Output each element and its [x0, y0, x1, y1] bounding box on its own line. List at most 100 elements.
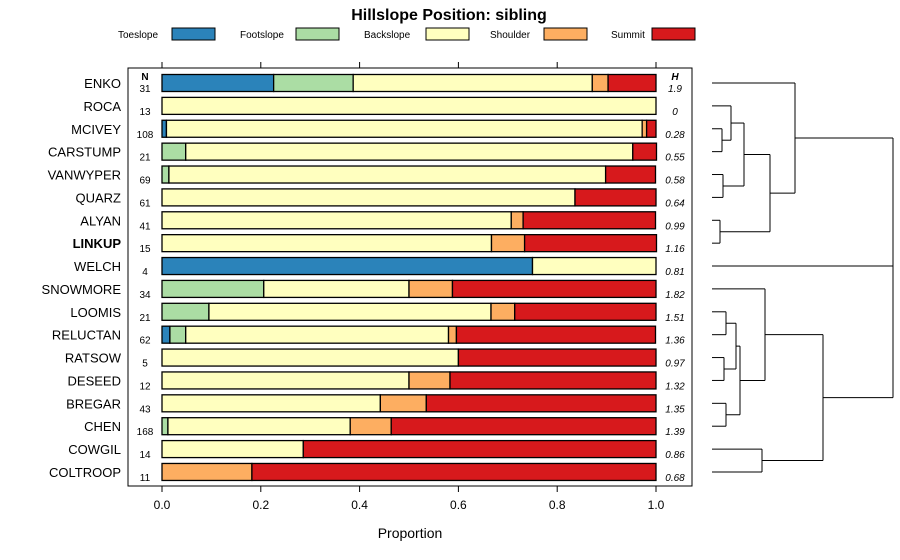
n-value-loomis: 21 [139, 313, 151, 324]
bar-segment-vanwyper-backslope [168, 165, 607, 184]
bar-segment-cowgil-summit [302, 439, 657, 459]
bar-segment-chen-summit [390, 417, 657, 436]
bar-segment-enko-backslope [352, 73, 593, 93]
x-tick-label-1: 0.2 [252, 498, 269, 512]
n-value-chen: 168 [137, 427, 154, 438]
row-label-ratsow: RATSOW [65, 351, 122, 366]
h-value-coltroop: 0.68 [665, 473, 685, 484]
bar-segment-mcivey-shoulder [641, 119, 648, 138]
bar-segment-welch-backslope [531, 256, 657, 276]
legend-label-footslope: Footslope [240, 30, 284, 41]
bar-segment-vanwyper-footslope [161, 165, 170, 184]
bar-segment-reluctan-backslope [185, 325, 450, 344]
row-label-quarz: QUARZ [76, 190, 122, 205]
bar-segment-alyan-summit [522, 211, 657, 230]
h-value-vanwyper: 0.58 [665, 176, 685, 187]
legend-swatch-shoulder [543, 27, 588, 41]
bar-segment-enko-shoulder [591, 73, 609, 93]
bar-segment-snowmore-summit [451, 279, 657, 299]
x-tick-label-3: 0.6 [450, 498, 467, 512]
h-value-welch: 0.81 [665, 267, 684, 278]
bar-segment-carstump-backslope [185, 142, 634, 161]
row-label-loomis: LOOMIS [70, 305, 121, 320]
n-value-alyan: 41 [139, 221, 151, 232]
x-axis: 0.0 0.2 0.4 0.6 0.8 1.0 [154, 486, 665, 512]
n-value-snowmore: 34 [139, 290, 151, 301]
n-value-ratsow: 5 [142, 359, 148, 370]
n-value-vanwyper: 69 [139, 176, 151, 187]
n-value-reluctan: 62 [139, 336, 151, 347]
h-value-mcivey: 0.28 [665, 130, 685, 141]
row-label-coltroop: COLTROOP [49, 465, 121, 480]
bar-segment-quarz-backslope [161, 188, 576, 207]
bar-segment-ratsow-backslope [161, 348, 460, 367]
row-label-reluctan: RELUCTAN [52, 328, 121, 343]
legend-swatch-toeslope [171, 27, 216, 41]
h-value-roca: 0 [672, 107, 678, 118]
dendrogram [712, 82, 894, 473]
h-value-chen: 1.39 [665, 427, 685, 438]
n-column-header: N [141, 72, 148, 83]
row-label-snowmore: SNOWMORE [42, 282, 122, 297]
bar-segment-linkup-shoulder [490, 234, 526, 253]
n-value-deseed: 12 [139, 381, 151, 392]
bar-segment-enko-toeslope [161, 73, 275, 93]
bar-segment-bregar-backslope [161, 394, 381, 413]
h-value-bregar: 1.35 [665, 404, 685, 415]
legend-label-shoulder: Shoulder [490, 30, 531, 41]
legend-swatch-summit [651, 27, 696, 41]
row-label-deseed: DESEED [68, 373, 121, 388]
bar-segment-alyan-backslope [161, 211, 512, 230]
bar-segment-cowgil-backslope [161, 439, 304, 459]
n-value-mcivey: 108 [137, 130, 154, 141]
h-value-enko: 1.9 [668, 84, 682, 95]
bar-segment-reluctan-shoulder [447, 325, 458, 344]
bar-segment-reluctan-summit [455, 325, 657, 344]
bar-segment-carstump-footslope [161, 142, 187, 161]
bar-segment-coltroop-shoulder [161, 462, 253, 482]
bar-segment-snowmore-shoulder [408, 279, 454, 299]
n-value-bregar: 43 [139, 404, 151, 415]
row-label-roca: ROCA [83, 99, 121, 114]
n-value-coltroop: 11 [140, 473, 151, 484]
x-tick-label-0: 0.0 [154, 498, 171, 512]
bar-segment-roca-backslope [161, 96, 657, 116]
bar-segment-snowmore-backslope [263, 279, 410, 299]
bar-segment-deseed-backslope [161, 371, 410, 390]
bar-segment-coltroop-summit [251, 462, 657, 482]
bar-segment-loomis-backslope [208, 302, 492, 321]
bar-segment-bregar-shoulder [379, 394, 427, 413]
h-value-alyan: 0.99 [665, 221, 685, 232]
n-value-enko: 31 [139, 84, 151, 95]
top-axis-ticks [161, 62, 657, 68]
bar-segment-reluctan-footslope [169, 325, 187, 344]
bar-segment-snowmore-footslope [161, 279, 265, 299]
h-value-quarz: 0.64 [665, 198, 685, 209]
h-value-carstump: 0.55 [665, 153, 685, 164]
row-label-mcivey: MCIVEY [71, 122, 121, 137]
row-label-welch: WELCH [74, 259, 121, 274]
bar-segment-loomis-footslope [161, 302, 210, 321]
row-label-vanwyper: VANWYPER [48, 168, 121, 183]
n-value-linkup: 15 [139, 244, 151, 255]
x-tick-label-4: 0.8 [549, 498, 566, 512]
legend-swatch-footslope [295, 27, 340, 41]
row-label-enko: ENKO [84, 76, 121, 91]
legend-label-backslope: Backslope [364, 30, 411, 41]
h-value-deseed: 1.32 [665, 381, 685, 392]
n-value-cowgil: 14 [139, 450, 151, 461]
bar-segment-quarz-summit [574, 188, 657, 207]
chart-rows: ENKO 31 1.9 ROCA 13 0 MCIVEY 108 0.28 CARSTUMP 21 0… [42, 73, 685, 484]
bar-segment-enko-footslope [272, 73, 354, 93]
bar-segment-ratsow-summit [457, 348, 657, 367]
h-value-cowgil: 0.86 [665, 450, 685, 461]
row-label-alyan: ALYAN [80, 213, 121, 228]
panel-frame [127, 67, 693, 487]
n-value-roca: 13 [139, 107, 151, 118]
bar-segment-bregar-summit [425, 394, 657, 413]
h-value-linkup: 1.16 [665, 244, 685, 255]
bar-segment-linkup-backslope [161, 234, 493, 253]
row-label-bregar: BREGAR [66, 396, 121, 411]
bar-segment-chen-shoulder [349, 417, 392, 436]
